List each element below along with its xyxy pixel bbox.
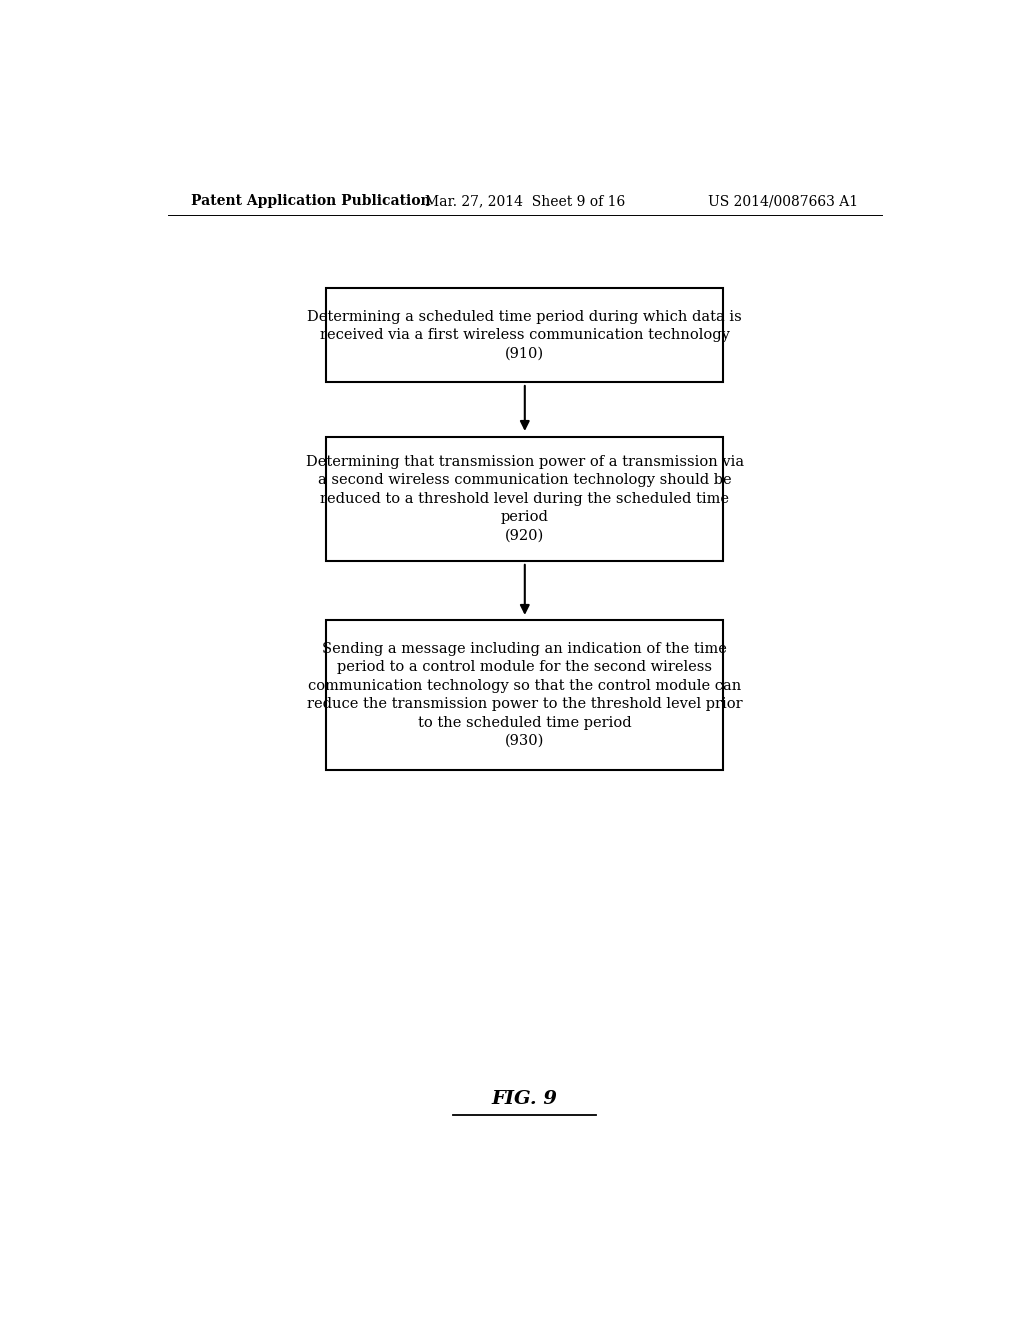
Text: Sending a message including an indication of the time
period to a control module: Sending a message including an indicatio… bbox=[307, 642, 742, 748]
Text: Determining that transmission power of a transmission via
a second wireless comm: Determining that transmission power of a… bbox=[306, 455, 743, 543]
Text: US 2014/0087663 A1: US 2014/0087663 A1 bbox=[708, 194, 858, 209]
Text: FIG. 9: FIG. 9 bbox=[492, 1089, 558, 1107]
Text: Mar. 27, 2014  Sheet 9 of 16: Mar. 27, 2014 Sheet 9 of 16 bbox=[425, 194, 625, 209]
Text: Determining a scheduled time period during which data is
received via a first wi: Determining a scheduled time period duri… bbox=[307, 310, 742, 360]
Text: Patent Application Publication: Patent Application Publication bbox=[191, 194, 431, 209]
FancyBboxPatch shape bbox=[327, 437, 723, 561]
FancyBboxPatch shape bbox=[327, 620, 723, 771]
FancyBboxPatch shape bbox=[327, 289, 723, 381]
